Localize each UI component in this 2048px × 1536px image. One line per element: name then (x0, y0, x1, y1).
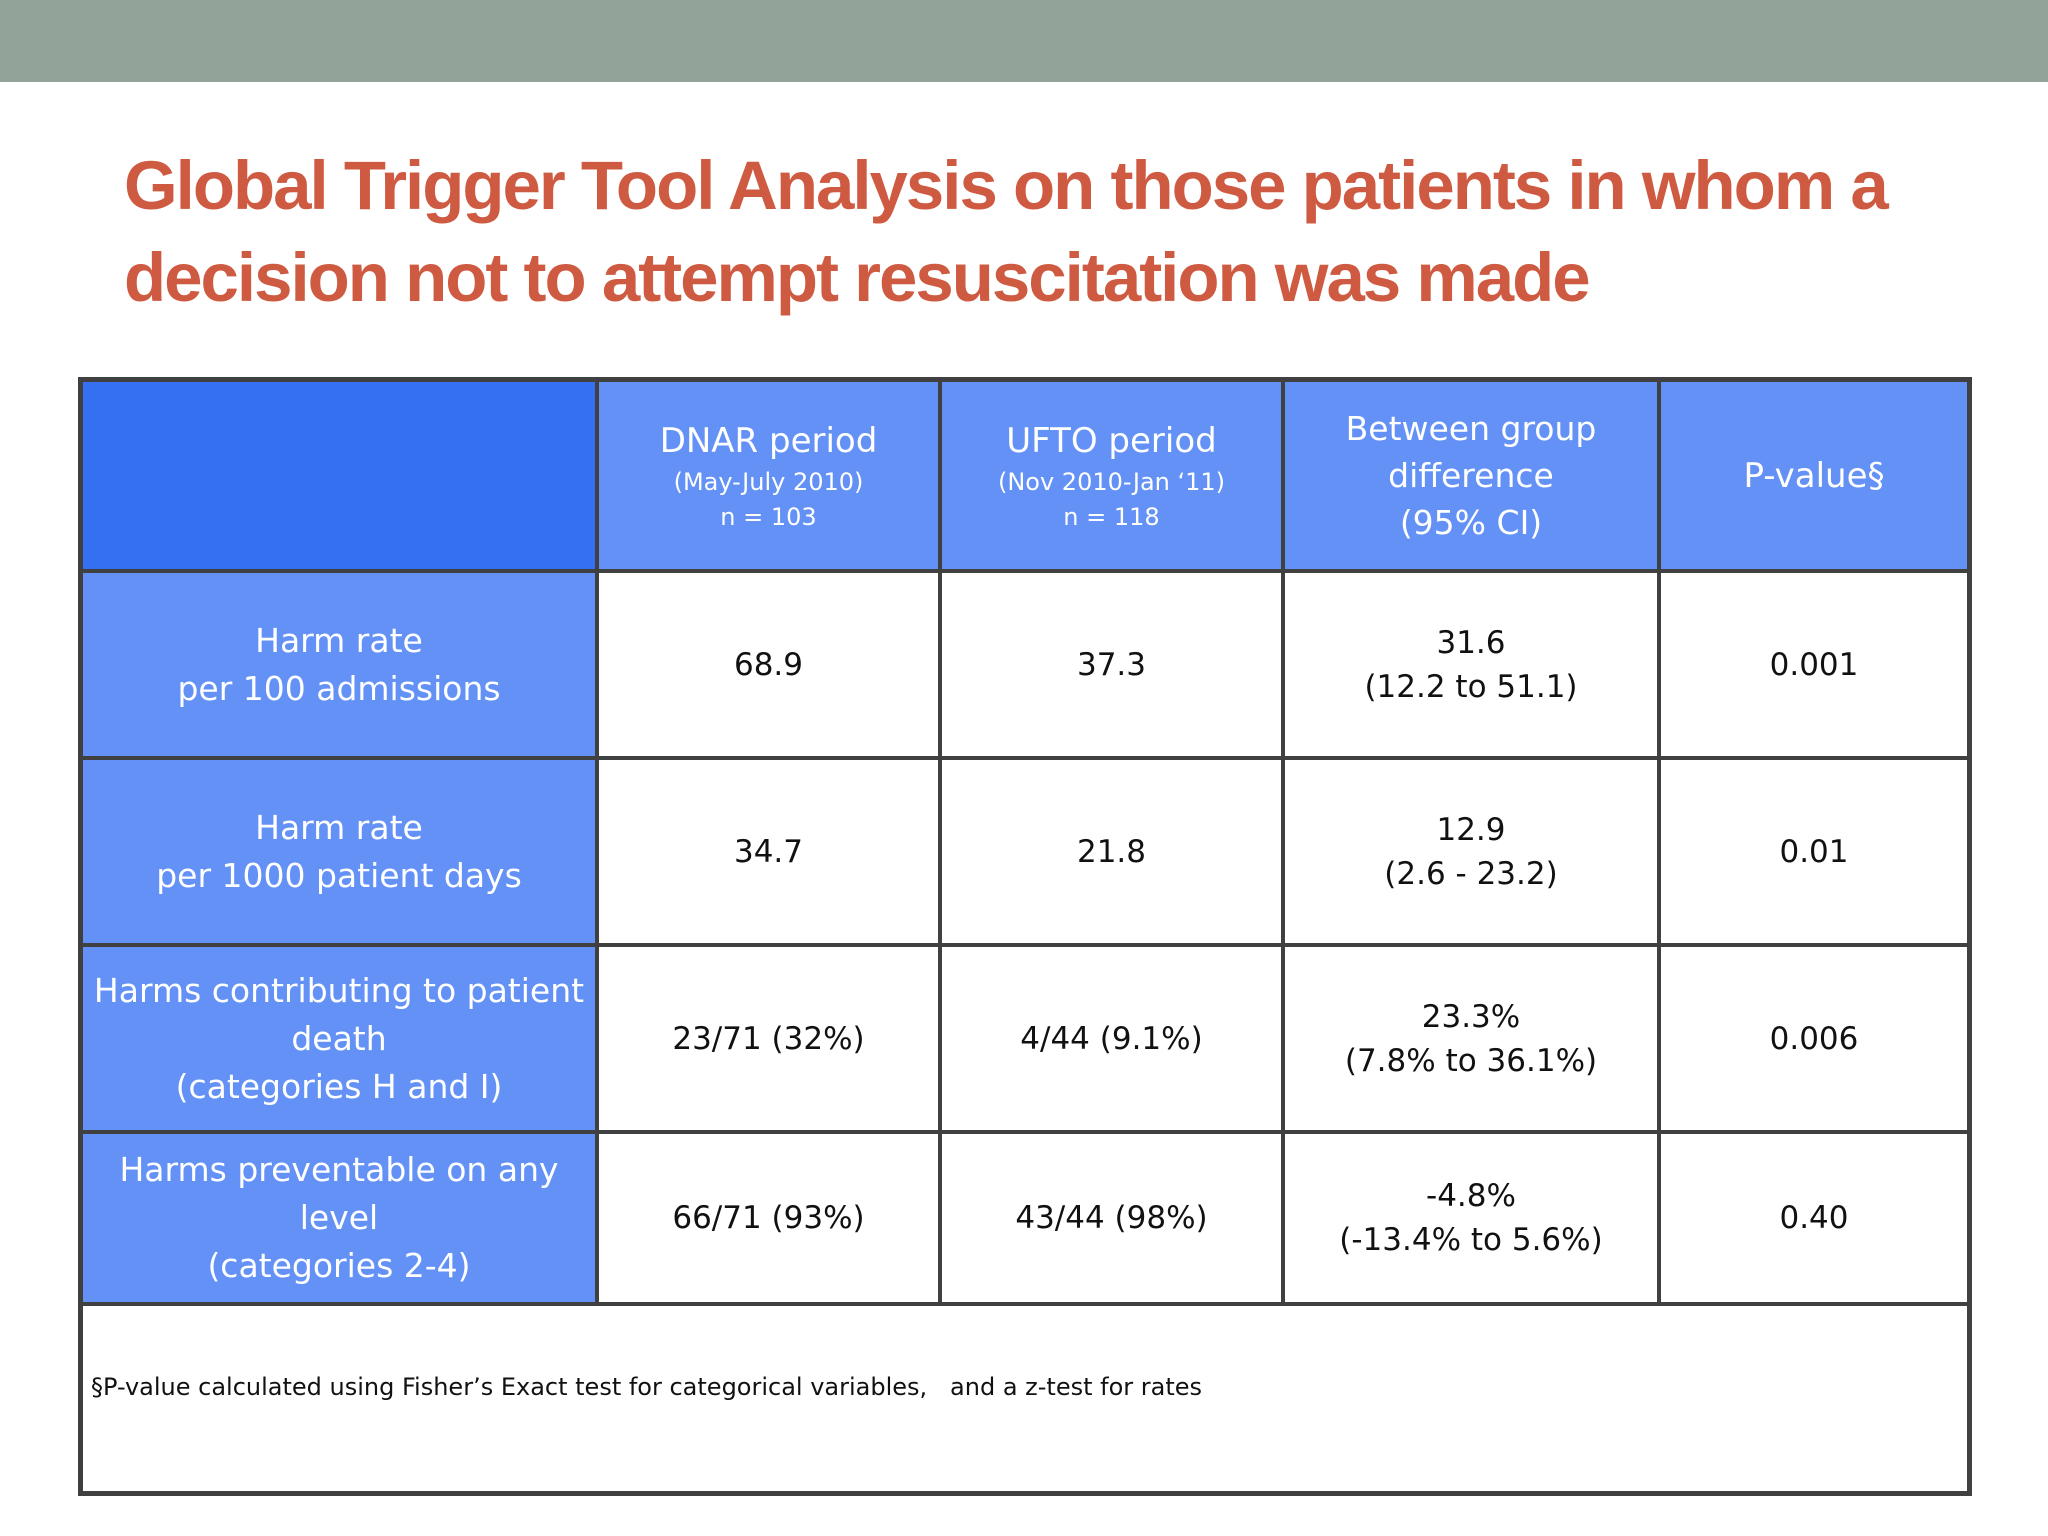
difference-ci: (2.6 - 23.2) (1384, 855, 1558, 892)
ufto-value: 43/44 (98%) (938, 1130, 1285, 1306)
difference-ci: (-13.4% to 5.6%) (1339, 1222, 1603, 1258)
header-dnar-n: n = 103 (720, 502, 817, 531)
difference-estimate: 23.3% (1421, 998, 1521, 1035)
slide-title: Global Trigger Tool Analysis on those pa… (124, 140, 1944, 324)
results-table: DNAR period (May-July 2010) n = 103 UFTO… (83, 382, 1967, 1306)
table-row: Harm rate per 100 admissions 68.9 37.3 3… (83, 569, 1967, 760)
difference-ci: (12.2 to 51.1) (1364, 668, 1578, 705)
table-header-row: DNAR period (May-July 2010) n = 103 UFTO… (83, 382, 1967, 573)
p-value: 0.006 (1657, 943, 1967, 1134)
header-dnar-dates: (May-July 2010) (673, 467, 864, 496)
p-value: 0.01 (1657, 756, 1967, 947)
row-label-line: (categories 2-4) (207, 1246, 471, 1285)
header-corner-cell (83, 382, 599, 573)
header-diff-line-1: Between group (1345, 409, 1597, 448)
dnar-value: 23/71 (32%) (595, 943, 942, 1134)
table-row: Harms preventable on any level (categori… (83, 1130, 1967, 1306)
row-label-line: (categories H and I) (175, 1066, 503, 1106)
ufto-value: 37.3 (938, 569, 1285, 760)
p-value: 0.001 (1657, 569, 1967, 760)
row-label-line: Harm rate (255, 620, 423, 660)
difference-value: 23.3% (7.8% to 36.1%) (1281, 943, 1661, 1134)
row-label: Harm rate per 1000 patient days (83, 756, 599, 947)
slide-title-line-2: decision not to attempt resuscitation wa… (124, 239, 1591, 316)
slide-title-line-1: Global Trigger Tool Analysis on those pa… (124, 147, 1889, 224)
difference-value: -4.8% (-13.4% to 5.6%) (1281, 1130, 1661, 1306)
row-label-line: per 1000 patient days (156, 855, 522, 895)
table-row: Harms contributing to patient death (cat… (83, 943, 1967, 1134)
top-banner (0, 0, 2048, 82)
difference-value: 12.9 (2.6 - 23.2) (1281, 756, 1661, 947)
header-ufto-dates: (Nov 2010-Jan ‘11) (997, 467, 1226, 496)
header-ufto-title: UFTO period (1006, 420, 1217, 461)
difference-ci: (7.8% to 36.1%) (1344, 1042, 1598, 1079)
header-diff-line-2: difference (1388, 456, 1554, 495)
header-ufto-n: n = 118 (1063, 502, 1160, 531)
ufto-value: 4/44 (9.1%) (938, 943, 1285, 1134)
header-p-value: P-value§ (1657, 382, 1967, 573)
results-table-container: DNAR period (May-July 2010) n = 103 UFTO… (78, 377, 1972, 1496)
row-label-line: Harm rate (255, 807, 423, 847)
row-label-line: Harms preventable on any level (119, 1150, 559, 1237)
header-dnar-title: DNAR period (659, 420, 878, 461)
difference-estimate: 12.9 (1436, 811, 1506, 848)
row-label: Harms contributing to patient death (cat… (83, 943, 599, 1134)
header-ufto-period: UFTO period (Nov 2010-Jan ‘11) n = 118 (938, 382, 1285, 573)
table-footnote: §P-value calculated using Fisher’s Exact… (91, 1373, 1203, 1401)
header-dnar-period: DNAR period (May-July 2010) n = 103 (595, 382, 942, 573)
dnar-value: 68.9 (595, 569, 942, 760)
difference-estimate: 31.6 (1436, 624, 1506, 661)
row-label: Harms preventable on any level (categori… (83, 1130, 599, 1306)
difference-value: 31.6 (12.2 to 51.1) (1281, 569, 1661, 760)
header-diff-line-3: (95% CI) (1399, 503, 1543, 542)
difference-estimate: -4.8% (1426, 1178, 1516, 1214)
p-value: 0.40 (1657, 1130, 1967, 1306)
row-label: Harm rate per 100 admissions (83, 569, 599, 760)
ufto-value: 21.8 (938, 756, 1285, 947)
dnar-value: 34.7 (595, 756, 942, 947)
table-row: Harm rate per 1000 patient days 34.7 21.… (83, 756, 1967, 947)
row-label-line: death (291, 1018, 387, 1058)
row-label-line: Harms contributing to patient (93, 970, 585, 1010)
row-label-line: per 100 admissions (177, 668, 501, 708)
dnar-value: 66/71 (93%) (595, 1130, 942, 1306)
header-p-value-label: P-value§ (1743, 455, 1885, 496)
header-between-group-difference: Between group difference (95% CI) (1281, 382, 1661, 573)
